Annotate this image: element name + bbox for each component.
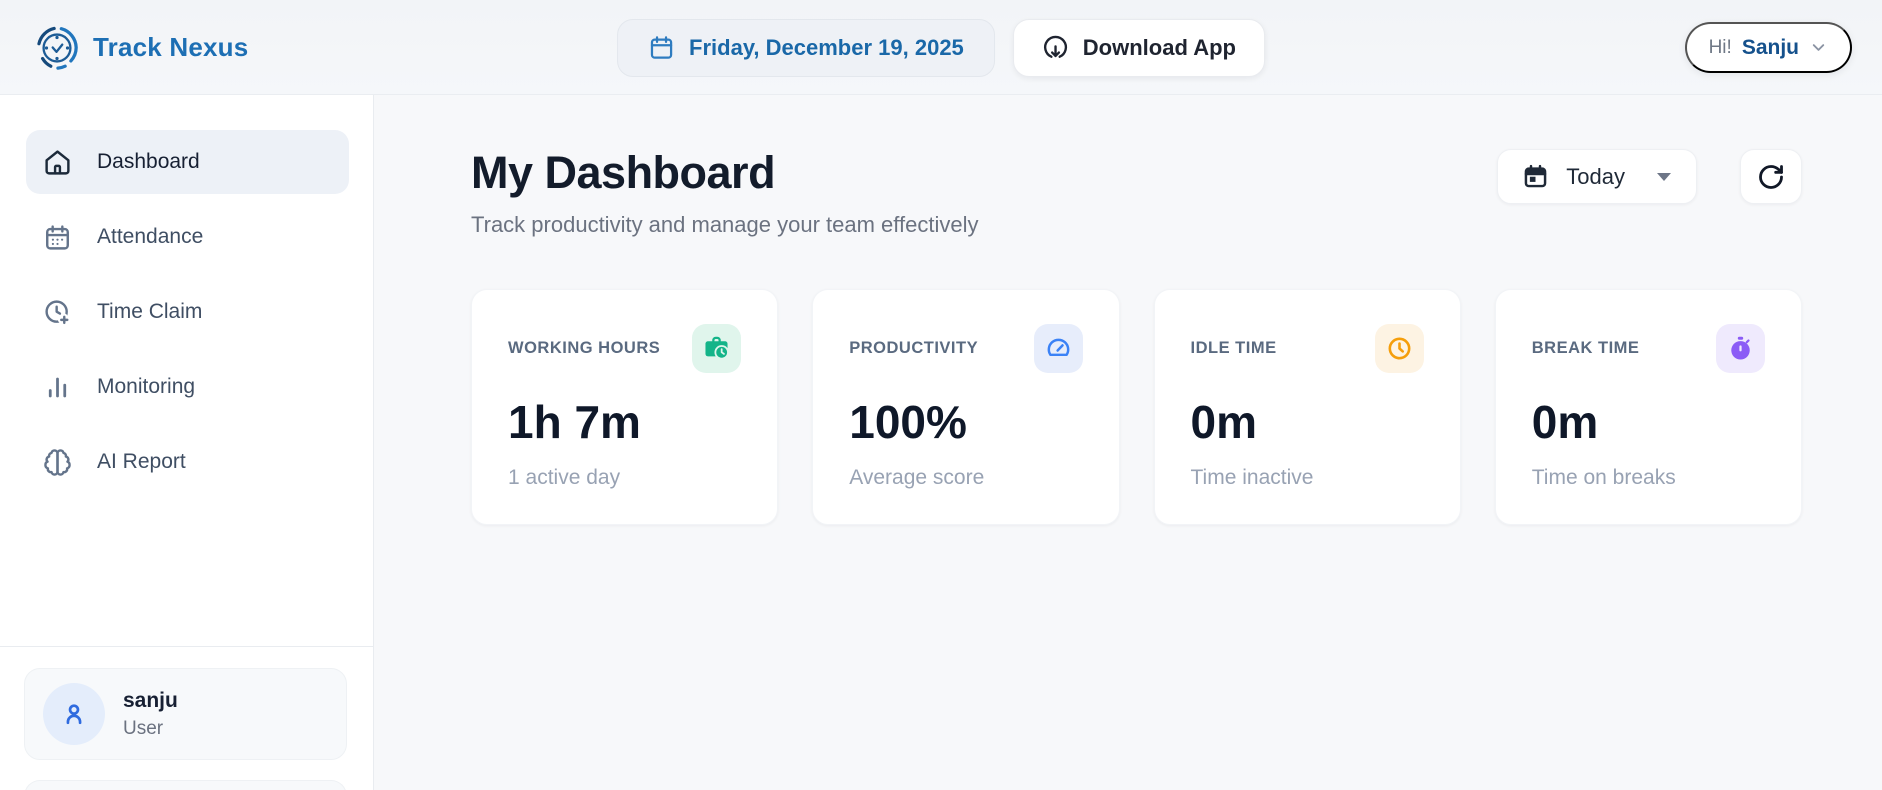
- stat-label: IDLE TIME: [1190, 339, 1277, 357]
- sidebar-footer: sanju User: [0, 646, 373, 790]
- brand-logo: Track Nexus: [34, 0, 248, 95]
- refresh-button[interactable]: [1740, 149, 1802, 204]
- stat-label: WORKING HOURS: [508, 339, 661, 357]
- brand-name: Track Nexus: [93, 32, 249, 62]
- brain-icon: [43, 448, 72, 477]
- stat-label: BREAK TIME: [1531, 339, 1640, 357]
- stat-label: PRODUCTIVITY: [849, 339, 979, 357]
- username-text: Sanju: [1741, 35, 1799, 59]
- stat-value: 1h 7m: [508, 396, 641, 448]
- sidebar-item-time-claim[interactable]: Time Claim: [26, 280, 349, 344]
- download-app-button[interactable]: Download App: [1012, 18, 1265, 77]
- sidebar-item-ai-report[interactable]: AI Report: [26, 430, 349, 494]
- sidebar-peek-card: [24, 780, 347, 790]
- cloud-download-icon: [1042, 34, 1069, 61]
- sidebar-user-name: sanju: [123, 688, 178, 712]
- date-selector-button[interactable]: Friday, December 19, 2025: [617, 18, 995, 77]
- clock-icon: [1374, 324, 1424, 373]
- stat-card-idle-time: IDLE TIME 0m Time inactive: [1153, 289, 1461, 525]
- timer-icon: [1716, 324, 1765, 373]
- sidebar-item-label: Monitoring: [97, 375, 196, 398]
- sidebar-item-label: Time Claim: [97, 300, 203, 323]
- user-menu-button[interactable]: Hi! Sanju: [1684, 22, 1852, 73]
- calendar-filled-icon: [1522, 163, 1549, 190]
- calendar-days-icon: [43, 223, 72, 252]
- stat-card-break-time: BREAK TIME 0m Time on breaks: [1494, 289, 1802, 525]
- sidebar-item-monitoring[interactable]: Monitoring: [26, 355, 349, 419]
- clock-logo-icon: [34, 25, 80, 71]
- calendar-icon: [648, 34, 675, 61]
- top-bar: Track Nexus Friday, December 19, 2025 Do…: [0, 0, 1882, 95]
- sidebar-item-label: AI Report: [97, 450, 186, 473]
- stat-sublabel: 1 active day: [508, 466, 621, 489]
- sidebar-item-attendance[interactable]: Attendance: [26, 205, 349, 269]
- sidebar-user-card[interactable]: sanju User: [24, 668, 347, 760]
- chevron-down-icon: [1809, 38, 1828, 57]
- caret-down-icon: [1656, 171, 1672, 182]
- sidebar-item-label: Dashboard: [97, 150, 200, 173]
- stat-value: 100%: [849, 396, 967, 448]
- clock-plus-icon: [43, 298, 72, 327]
- stat-value: 0m: [1190, 396, 1257, 448]
- sidebar-item-label: Attendance: [97, 225, 204, 248]
- main-content: My Dashboard Track productivity and mana…: [374, 95, 1882, 790]
- stat-value: 0m: [1531, 396, 1599, 448]
- stat-sublabel: Time on breaks: [1531, 466, 1676, 489]
- stat-card-productivity: PRODUCTIVITY 100% Average score: [812, 289, 1120, 525]
- date-range-label: Today: [1566, 163, 1625, 189]
- refresh-icon: [1757, 163, 1785, 191]
- page-subtitle: Track productivity and manage your team …: [471, 212, 979, 237]
- stat-card-working-hours: WORKING HOURS 1h 7m 1 active day: [471, 289, 779, 525]
- sidebar-user-role: User: [123, 717, 164, 739]
- download-app-label: Download App: [1082, 34, 1236, 60]
- sidebar: Dashboard Attendance: [0, 95, 374, 790]
- date-range-dropdown[interactable]: Today: [1497, 149, 1697, 204]
- gauge-icon: [1033, 324, 1083, 373]
- sidebar-item-dashboard[interactable]: Dashboard: [26, 130, 349, 194]
- stat-sublabel: Time inactive: [1190, 466, 1314, 489]
- page-title: My Dashboard: [471, 147, 776, 198]
- stat-cards-row: WORKING HOURS 1h 7m 1 active day: [471, 289, 1802, 525]
- bar-chart-icon: [43, 373, 72, 402]
- greeting-text: Hi!: [1708, 36, 1732, 58]
- stat-sublabel: Average score: [849, 466, 985, 489]
- avatar: [43, 683, 105, 745]
- briefcase-clock-icon: [692, 324, 742, 373]
- home-icon: [43, 148, 72, 177]
- current-date-label: Friday, December 19, 2025: [689, 34, 964, 60]
